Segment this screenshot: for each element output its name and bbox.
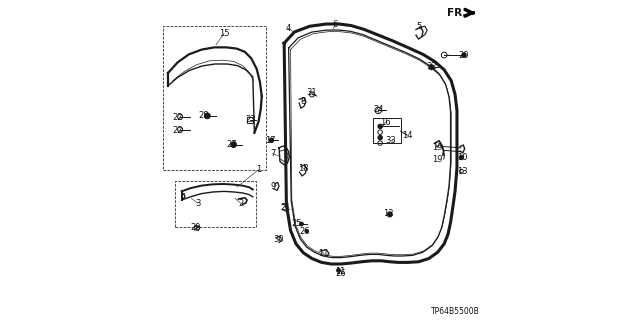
Text: 4: 4 [285, 24, 291, 33]
Text: 26: 26 [335, 269, 346, 278]
Circle shape [205, 113, 210, 119]
Circle shape [387, 212, 392, 217]
Text: 31: 31 [307, 88, 317, 97]
Text: 15: 15 [219, 29, 229, 38]
Text: 14: 14 [402, 131, 412, 140]
Text: 17: 17 [265, 136, 276, 145]
Text: 1: 1 [256, 165, 261, 174]
Circle shape [429, 65, 434, 70]
Text: 20: 20 [459, 52, 469, 60]
Text: 11: 11 [335, 267, 346, 276]
Text: 19: 19 [433, 143, 443, 152]
Circle shape [337, 268, 340, 272]
Text: 8: 8 [301, 97, 306, 106]
Text: 10: 10 [457, 153, 468, 162]
Text: 19: 19 [433, 155, 443, 164]
Text: 28: 28 [199, 111, 209, 120]
Text: 25: 25 [292, 219, 302, 228]
Text: 16: 16 [380, 118, 391, 127]
Text: 5: 5 [417, 22, 422, 31]
Text: 26: 26 [300, 227, 310, 236]
Text: FR.: FR. [447, 8, 467, 19]
Text: 7: 7 [270, 149, 275, 158]
Text: 30: 30 [274, 235, 284, 244]
Text: 11: 11 [319, 249, 329, 258]
Text: 6: 6 [333, 20, 338, 29]
Circle shape [300, 222, 303, 226]
Text: 12: 12 [383, 209, 394, 218]
Text: 9: 9 [271, 182, 276, 191]
Circle shape [231, 142, 237, 148]
Text: 33: 33 [386, 136, 396, 145]
Text: 22: 22 [172, 113, 183, 122]
Bar [372, 118, 401, 143]
Text: 13: 13 [457, 167, 468, 176]
Circle shape [462, 53, 466, 57]
Text: TP64B5500B: TP64B5500B [431, 307, 479, 316]
Text: 22: 22 [172, 126, 183, 135]
Text: 23: 23 [245, 116, 255, 124]
Circle shape [460, 155, 463, 160]
Circle shape [378, 124, 383, 129]
Circle shape [378, 135, 383, 140]
Bar [175, 181, 256, 227]
Text: 18: 18 [298, 164, 308, 173]
Text: 24: 24 [373, 105, 383, 114]
Text: 2: 2 [238, 199, 243, 208]
Bar [247, 117, 253, 123]
Text: 27: 27 [227, 140, 237, 149]
Text: 21: 21 [280, 203, 291, 212]
Circle shape [305, 229, 308, 233]
Text: 29: 29 [191, 223, 201, 232]
Text: 32: 32 [426, 62, 436, 71]
Circle shape [269, 138, 274, 142]
Text: 3: 3 [195, 199, 200, 208]
Bar [163, 26, 266, 170]
